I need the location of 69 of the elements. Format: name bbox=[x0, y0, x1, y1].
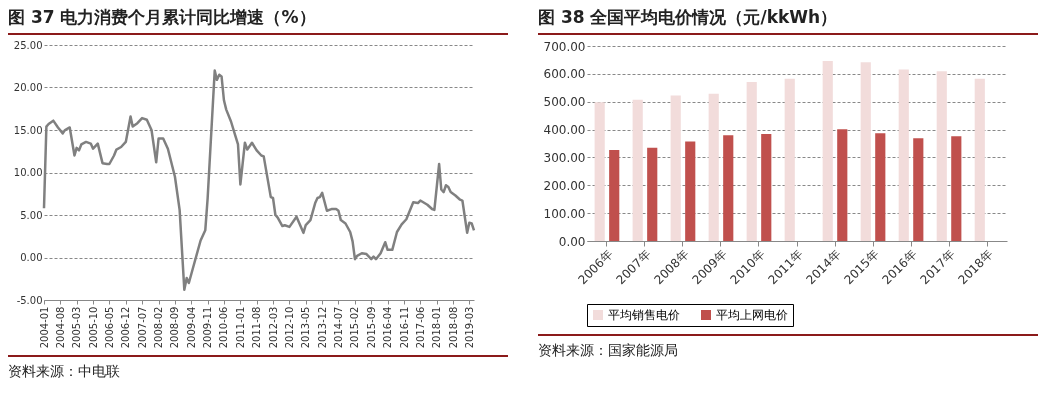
y-tick-label: 600.00 bbox=[543, 67, 586, 82]
bar bbox=[632, 99, 643, 241]
y-tick-label: 300.00 bbox=[543, 150, 586, 165]
y-tick-label: 400.00 bbox=[543, 123, 586, 138]
x-tick-label: 2013-12 bbox=[316, 306, 328, 349]
x-tick-label: 2019-03 bbox=[463, 306, 475, 349]
x-tick-label: 2012-03 bbox=[267, 306, 279, 349]
bar bbox=[746, 81, 757, 241]
y-tick-label: 20.00 bbox=[13, 82, 43, 93]
bar bbox=[708, 93, 719, 241]
bar bbox=[723, 135, 734, 241]
bar bbox=[609, 149, 620, 241]
y-tick-label: 0.00 bbox=[20, 252, 43, 263]
y-tick-label: 0.00 bbox=[558, 234, 586, 249]
legend-label: 平均销售电价 bbox=[608, 308, 680, 322]
bar bbox=[951, 136, 962, 241]
bar bbox=[875, 133, 886, 241]
line-series bbox=[42, 69, 476, 292]
x-tick-label: 2011-08 bbox=[251, 306, 263, 349]
x-tick-label: 2011-01 bbox=[234, 306, 246, 349]
x-tick-label: 2018-01 bbox=[431, 306, 443, 349]
y-tick-label: 100.00 bbox=[543, 206, 586, 221]
x-tick-label: 2004-01 bbox=[38, 306, 50, 349]
x-tick-label: 2010-06 bbox=[218, 306, 230, 349]
text: 资料来源：国家能源局 bbox=[538, 334, 1038, 360]
y-tick-label: 15.00 bbox=[13, 124, 43, 136]
y-tick-label: 500.00 bbox=[543, 95, 586, 110]
x-tick-label: 2009-11 bbox=[202, 306, 214, 349]
x-tick-label: 2006-12 bbox=[120, 306, 132, 349]
bar bbox=[898, 69, 909, 241]
bar bbox=[822, 61, 833, 241]
legend-label: 平均上网电价 bbox=[716, 308, 788, 322]
x-tick-label: 2012-10 bbox=[283, 306, 295, 349]
bar bbox=[594, 102, 605, 241]
x-tick-label: 2018-08 bbox=[447, 306, 459, 349]
x-tick-label: 2009-04 bbox=[185, 306, 197, 349]
chart-title: 图 38 全国平均电价情况（元/kkWh） bbox=[538, 6, 1038, 35]
text: 资料来源：中电联 bbox=[8, 355, 508, 381]
x-tick-label: 2016-11 bbox=[398, 306, 410, 349]
x-tick-label: 2008-02 bbox=[153, 306, 165, 349]
bar bbox=[837, 129, 848, 241]
x-tick-label: 2008-09 bbox=[169, 306, 181, 349]
y-tick-label: 200.00 bbox=[543, 178, 586, 193]
x-tick-label: 2006-05 bbox=[103, 306, 115, 349]
y-tick-label: 25.00 bbox=[13, 39, 43, 51]
bar bbox=[761, 134, 772, 241]
bar bbox=[670, 95, 681, 241]
y-tick-label: -5.00 bbox=[16, 294, 43, 306]
y-tick-label: 700.00 bbox=[543, 39, 586, 54]
x-tick-label: 2005-03 bbox=[71, 306, 83, 349]
x-tick-label: 2013-05 bbox=[300, 306, 312, 349]
bar bbox=[974, 78, 985, 241]
x-tick-label: 2004-08 bbox=[54, 306, 66, 349]
x-tick-label: 2005-10 bbox=[87, 306, 99, 349]
x-tick-label: 2015-09 bbox=[365, 306, 377, 349]
x-tick-label: 2016-04 bbox=[382, 306, 394, 349]
bar bbox=[936, 71, 947, 241]
x-tick-label: 2007-07 bbox=[136, 306, 148, 349]
bar bbox=[647, 147, 658, 241]
bar bbox=[784, 78, 795, 241]
y-tick-label: 10.00 bbox=[13, 167, 43, 178]
x-tick-label: 2014-07 bbox=[332, 306, 344, 349]
chart-title: 图 37 电力消费个月累计同比增速（%） bbox=[8, 6, 508, 35]
bar bbox=[913, 138, 924, 241]
bar bbox=[685, 141, 696, 241]
bar bbox=[860, 62, 871, 241]
y-tick-label: 5.00 bbox=[20, 209, 43, 221]
x-tick-label: 2015-02 bbox=[349, 306, 361, 349]
x-tick-label: 2017-06 bbox=[414, 306, 426, 349]
